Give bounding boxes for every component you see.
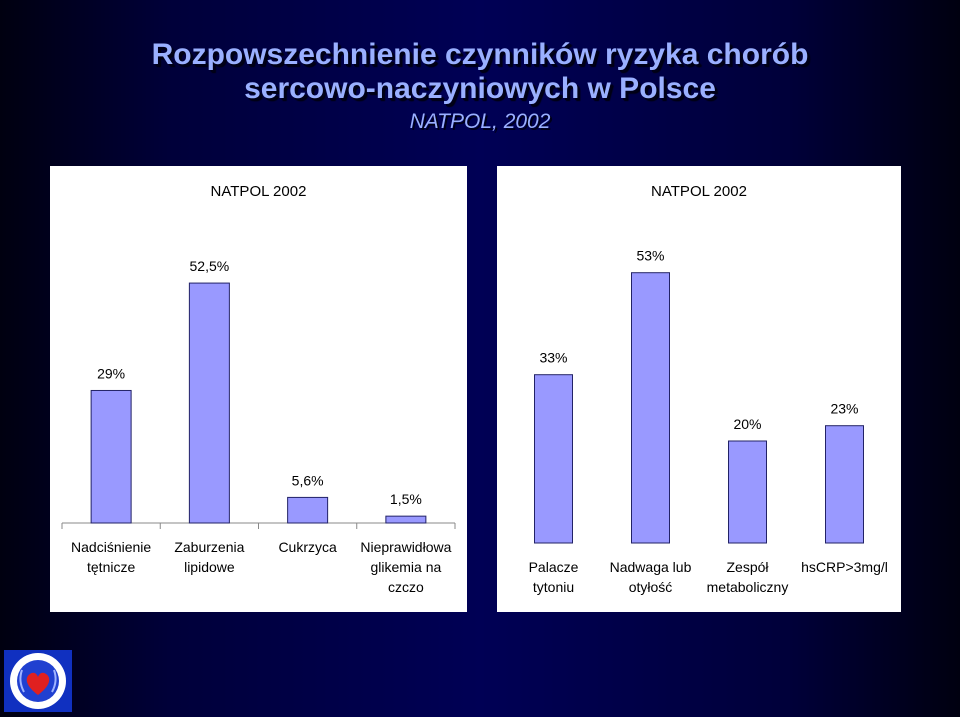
category-label: Cukrzyca bbox=[278, 539, 337, 555]
chart-panel-left: NATPOL 2002 29% Nadciśnienie tętnicze 52,5% Z… bbox=[50, 166, 467, 612]
slide-subtitle: NATPOL, 2002 bbox=[409, 110, 551, 133]
category-label: Nadwaga lub bbox=[610, 559, 692, 575]
chart-left-svg: NATPOL 2002 29% Nadciśnienie tętnicze 52,5% Z… bbox=[61, 183, 456, 595]
bar bbox=[385, 515, 427, 524]
bar bbox=[287, 496, 329, 524]
chart-title: NATPOL 2002 bbox=[211, 183, 307, 200]
category-label: Zespół bbox=[726, 559, 769, 575]
bar bbox=[90, 389, 132, 524]
category-label: lipidowe bbox=[184, 559, 235, 575]
bar bbox=[825, 425, 864, 544]
bar bbox=[534, 374, 573, 544]
category-label: Zaburzenia bbox=[174, 539, 244, 555]
slide-title-block: Rozpowszechnienie czynników ryzyka choró… bbox=[0, 38, 960, 136]
category-label: otyłość bbox=[629, 579, 673, 595]
data-label: 29% bbox=[97, 365, 125, 381]
category-label: glikemia na bbox=[370, 559, 441, 575]
data-label: 23% bbox=[830, 401, 858, 417]
data-label: 53% bbox=[636, 248, 664, 264]
category-label: tętnicze bbox=[87, 559, 135, 575]
category-label: tytoniu bbox=[533, 579, 574, 595]
slide-title-line-2: sercowo-naczyniowych w Polsce bbox=[244, 72, 716, 105]
category-label: czczo bbox=[388, 579, 424, 595]
chart-panel-right: NATPOL 2002 33% Palacze tytoniu 53% Nadwaga l… bbox=[497, 166, 901, 612]
category-label: Nadciśnienie bbox=[71, 539, 151, 555]
chart-title: NATPOL 2002 bbox=[651, 183, 747, 200]
category-label: metaboliczny bbox=[707, 579, 789, 595]
bar bbox=[728, 440, 767, 544]
category-label: Palacze bbox=[529, 559, 579, 575]
data-label: 20% bbox=[733, 416, 761, 432]
organization-logo bbox=[4, 650, 72, 712]
bar bbox=[631, 272, 670, 544]
category-label: hsCRP>3mg/l bbox=[801, 559, 888, 575]
data-label: 5,6% bbox=[292, 472, 324, 488]
data-label: 33% bbox=[539, 350, 567, 366]
chart-right-svg: NATPOL 2002 33% Palacze tytoniu 53% Nadwaga l… bbox=[529, 183, 888, 595]
category-label: Nieprawidłowa bbox=[360, 539, 451, 555]
data-label: 1,5% bbox=[390, 491, 422, 507]
slide-title-line-1: Rozpowszechnienie czynników ryzyka choró… bbox=[151, 38, 809, 71]
data-label: 52,5% bbox=[190, 258, 230, 274]
bar bbox=[188, 282, 230, 524]
